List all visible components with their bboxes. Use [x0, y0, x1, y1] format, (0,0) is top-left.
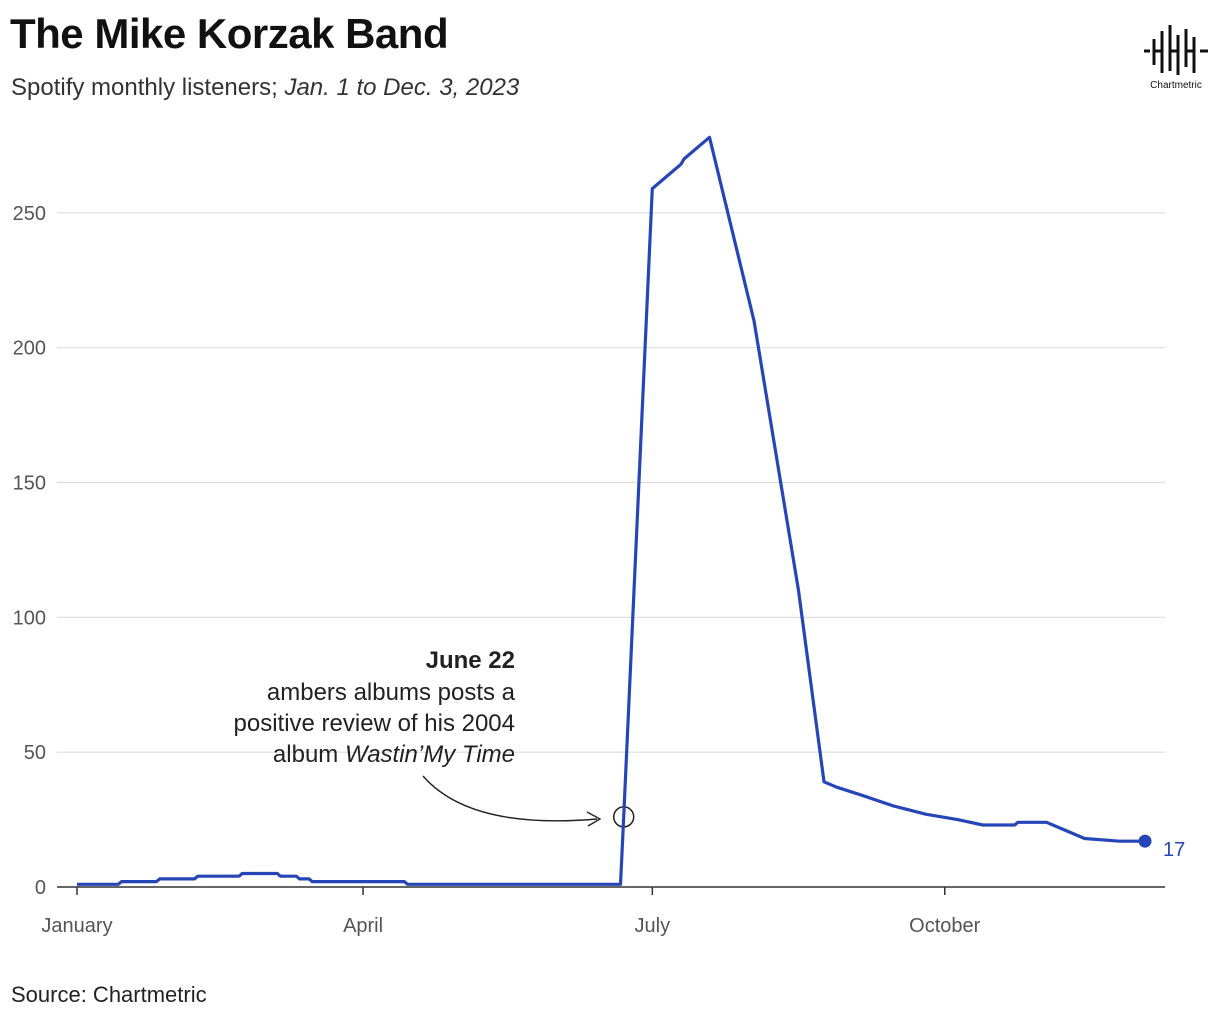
annotation-arrowhead [586, 811, 602, 827]
x-axis-ticks: January April July October [41, 887, 981, 937]
series-line [77, 135, 1145, 886]
gridlines [57, 212, 1165, 888]
chartmetric-logo-label: Chartmetric [1150, 80, 1202, 91]
subtitle-text: Spotify monthly listeners; [11, 74, 285, 101]
x-tick-label: October [909, 915, 980, 937]
annotation-title: June 22 [426, 647, 515, 674]
annotation-arrow [422, 775, 598, 822]
x-tick-label: January [41, 915, 112, 937]
end-point-marker [1138, 834, 1152, 848]
y-tick-label: 0 [35, 877, 46, 899]
chartmetric-waveform-icon [1144, 25, 1208, 75]
subtitle-date-range: Jan. 1 to Dec. 3, 2023 [284, 74, 520, 101]
source-note: Source: Chartmetric [11, 982, 207, 1007]
annotation-line: album Wastin’My Time [273, 741, 515, 768]
y-tick-label: 100 [13, 607, 46, 629]
annotation-text: album [273, 741, 345, 768]
end-value-label: 17 [1163, 839, 1185, 861]
y-tick-label: 200 [13, 338, 46, 360]
series-layer: 17 [77, 135, 1185, 886]
annotation: June 22 ambers albums posts a positive rev… [234, 647, 635, 828]
annotation-line: positive review of his 2004 [234, 710, 515, 737]
y-tick-label: 150 [13, 473, 46, 495]
y-axis-ticks: 0 50 100 150 200 250 [13, 203, 46, 899]
page-title: The Mike Korzak Band [10, 10, 449, 57]
chart-subtitle: Spotify monthly listeners; Jan. 1 to Dec… [11, 74, 519, 102]
y-tick-label: 50 [24, 742, 46, 764]
x-tick-label: July [635, 915, 671, 937]
annotation-album-title: Wastin’My Time [345, 741, 515, 768]
x-tick-label: April [343, 915, 383, 937]
annotation-line: ambers albums posts a [267, 679, 516, 706]
y-tick-label: 250 [13, 203, 46, 225]
